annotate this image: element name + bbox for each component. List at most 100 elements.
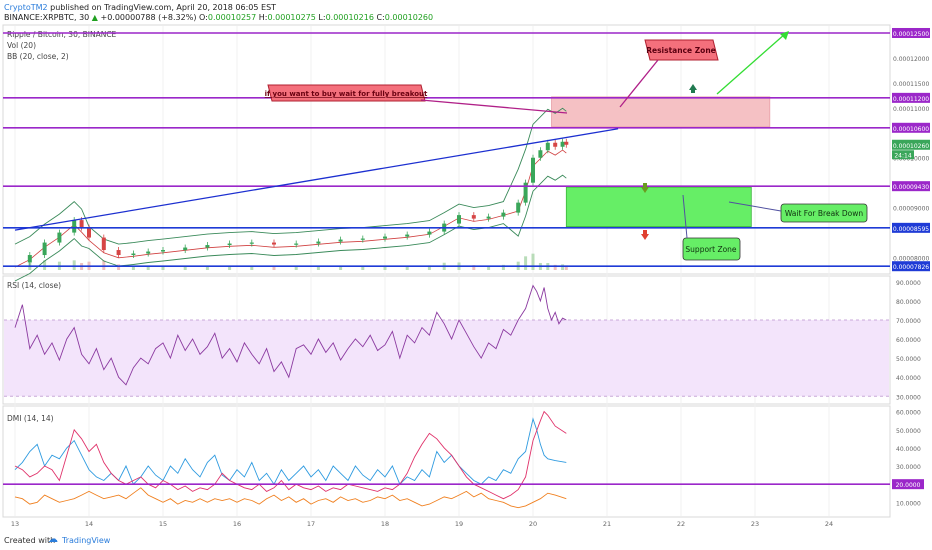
dmi-tick-label: 40.0000 [896,446,921,453]
volume-bar [102,260,106,270]
up-arrow-icon [689,84,697,90]
candle [501,212,506,217]
candle [383,236,387,239]
price-level-tag [892,122,930,133]
breakdown-callout[interactable] [780,203,868,223]
y-tick-label: 0.00012500 [893,31,929,38]
rsi-band [4,319,889,397]
dmi-legend: DMI (14, 14) [7,414,54,423]
y-tick-label: 0.00008595 [893,226,929,233]
candle [27,255,32,263]
y-tick-label: 0.00011500 [893,81,929,88]
dmi-tick-label: 60.0000 [896,410,921,417]
resistance-zone [551,96,771,128]
volume-bar [272,265,276,270]
candle [146,251,151,254]
volume-bar [564,265,568,270]
volume-bar [531,253,535,270]
candle [316,241,321,244]
x-tick-label: 24 [825,520,833,528]
rsi-tick-label: 80.0000 [896,299,921,306]
buy-note-label: if you want to buy wait for fully breako… [265,90,428,98]
candle [553,142,558,147]
bb-legend: BB (20, close, 2) [7,52,69,61]
change-value: +0.00000788 (+8.32%) [100,13,197,22]
candle [564,141,569,145]
support-callout[interactable] [682,237,741,261]
y-tick-label: 0.00009000 [893,206,929,213]
open-value: 0.00010257 [207,13,257,22]
candle [294,243,299,245]
candle [249,242,254,244]
volume-bar [524,256,528,270]
volume-bar [161,266,165,270]
rsi-pane [2,275,891,405]
rsi-line [14,284,567,386]
candle [523,182,528,203]
y-tick-label: 0.00011200 [893,96,929,103]
volume-bar [131,266,135,270]
x-tick-label: 17 [307,520,315,528]
dmi-plus-line [14,417,567,486]
rsi-tick-label: 30.0000 [896,394,921,401]
countdown-label: 24:14 [894,152,911,159]
price-level-tag [892,181,930,192]
candle [72,220,77,233]
down-arrow-icon-red [641,234,649,240]
volume-bar [501,264,505,270]
breakdown-label: Wait For Break Down [785,209,864,218]
dmi-tick-label: 20.0000 [896,482,921,489]
low-value: 0.00010216 [325,13,374,22]
volume-bar [339,265,343,270]
down-arrow-stem-red [643,230,647,234]
rsi-tick-label: 70.0000 [896,318,921,325]
price-level-tag [892,27,930,38]
adx-line [14,487,567,509]
bb-basis [14,149,567,268]
grid-lines [14,26,830,516]
vol-legend: Vol (20) [7,41,36,50]
candle [116,250,121,256]
x-tick-label: 23 [751,520,759,528]
x-tick-label: 15 [159,520,167,528]
volume-bar [228,266,232,270]
candle [405,234,410,237]
dmi-level-tag [892,479,924,490]
volume-bar [472,265,476,270]
down-arrow-stem-green [643,183,647,187]
up-arrow-stem [691,90,695,93]
close-label: C: [376,13,385,22]
candle [101,237,106,251]
candle [57,232,62,243]
resistance-pointer [619,59,659,108]
volume-bar [427,265,431,270]
rsi-tick-label: 60.0000 [896,337,921,344]
candle [161,250,165,252]
price-level-tag [892,261,930,272]
candle [360,238,365,240]
candle [87,227,91,238]
y-tick-label: 0.00011000 [893,106,929,113]
x-tick-label: 18 [381,520,389,528]
bb-upper-band [14,107,567,245]
resistance-callout[interactable] [644,39,719,61]
y-tick-label: 0.00007826 [893,264,929,271]
brand-link[interactable]: TradingView [62,536,111,545]
volume-bar [405,265,409,270]
rsi-tick-label: 50.0000 [896,356,921,363]
header: CryptoTM2 published on TradingView.com, … [0,0,932,24]
price-level-tag [892,222,930,233]
volume-bar [561,264,565,270]
trendline [14,128,619,231]
x-tick-label: 13 [11,520,19,528]
down-arrow-icon-green [641,187,649,193]
volume-bar [72,260,76,270]
author-link[interactable]: CryptoTM2 [4,3,48,12]
x-tick-label: 16 [233,520,241,528]
tradingview-logo-icon: ☁ [48,534,58,545]
y-tick-label: 0.00010260 [893,143,929,150]
candle [205,245,210,248]
x-tick-label: 21 [603,520,611,528]
volume-bar [146,265,150,270]
